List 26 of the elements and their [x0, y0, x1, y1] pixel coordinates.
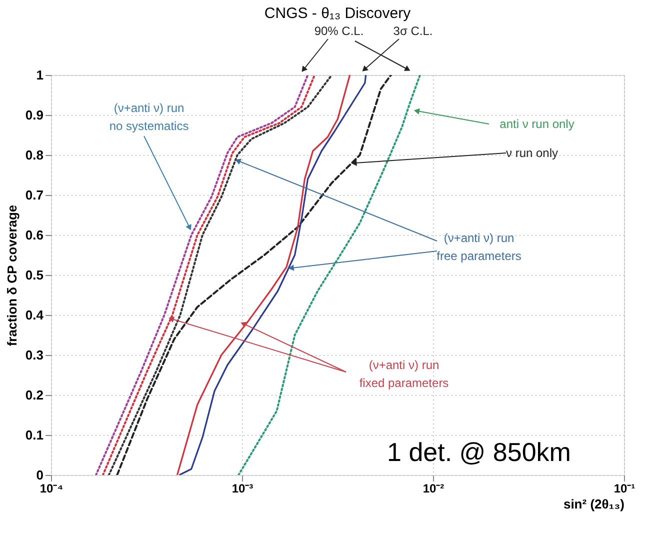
y-tick-label: 0.5	[25, 268, 44, 282]
chart-title: CNGS - θ₁₃ Discovery	[264, 5, 412, 22]
x-tick-label: 10⁻²	[422, 482, 444, 496]
y-tick-label: 1	[36, 68, 44, 82]
annotation: ν run only	[506, 146, 558, 160]
text: 3σ C.L.	[393, 24, 433, 38]
annotation: anti ν run only	[500, 117, 574, 131]
y-tick-label: 0.6	[25, 228, 44, 242]
y-axis-title: fraction δ CP coverage	[4, 204, 20, 346]
annotation: (ν+anti ν) run free parameters	[436, 231, 522, 263]
x-tick-label: 10⁻¹	[614, 482, 636, 496]
y-tick-label: 0.4	[25, 308, 44, 322]
x-axis-title: sin² (2θ₁₃)	[563, 496, 624, 512]
x-tick-label: 10⁻⁴	[40, 482, 64, 496]
x-tick-label: 10⁻³	[232, 482, 254, 496]
annotation: (ν+anti ν) run fixed parameters	[359, 358, 449, 390]
text: 90% C.L.	[314, 24, 364, 38]
y-tick-label: 0.1	[25, 428, 44, 442]
y-tick-label: 0.2	[25, 388, 44, 402]
y-tick-label: 0.9	[25, 108, 44, 122]
annotation: (ν+anti ν) run no systematics	[109, 101, 189, 133]
y-tick-label: 0.3	[25, 348, 44, 362]
y-tick-label: 0	[36, 468, 44, 482]
annotation: 1 det. @ 850km	[387, 437, 571, 467]
y-tick-label: 0.8	[25, 148, 44, 162]
y-tick-label: 0.7	[25, 188, 44, 202]
